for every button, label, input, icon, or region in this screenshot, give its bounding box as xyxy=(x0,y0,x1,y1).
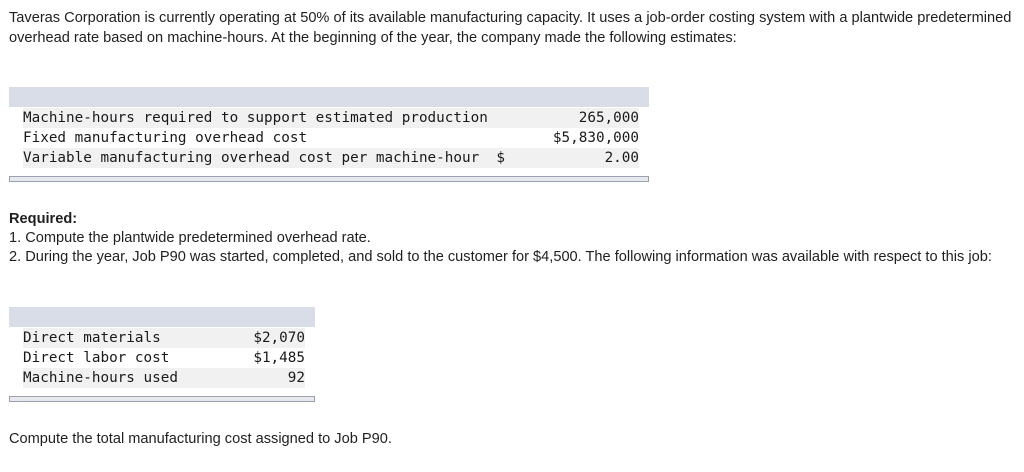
job-label: Direct labor cost xyxy=(23,350,170,366)
final-question: Compute the total manufacturing cost ass… xyxy=(9,431,392,447)
table-row: Machine-hours required to support estima… xyxy=(23,108,639,128)
job-value: 92 xyxy=(223,368,305,388)
estimate-value: 2.00 xyxy=(539,148,639,168)
table-row: Direct labor cost $1,485 xyxy=(23,348,305,368)
estimate-value: 265,000 xyxy=(539,108,639,128)
job-table-container: Direct materials $2,070 Direct labor cos… xyxy=(9,307,315,405)
currency-symbol: $ xyxy=(496,150,506,166)
job-value: $2,070 xyxy=(223,328,305,348)
job-value: $1,485 xyxy=(253,350,305,366)
required-heading: Required: xyxy=(9,211,78,227)
job-table: Direct materials $2,070 Direct labor cos… xyxy=(23,328,305,388)
job-label: Machine-hours used xyxy=(23,368,223,388)
estimates-table-footer-bar xyxy=(9,176,649,182)
estimate-label: Variable manufacturing overhead cost per… xyxy=(23,148,539,168)
estimate-label: Machine-hours required to support estima… xyxy=(23,108,539,128)
estimate-label: Fixed manufacturing overhead cost xyxy=(23,130,308,146)
estimate-label-text: Variable manufacturing overhead cost per… xyxy=(23,150,480,166)
estimates-table: Machine-hours required to support estima… xyxy=(23,108,639,168)
table-row: Variable manufacturing overhead cost per… xyxy=(23,148,639,168)
job-table-footer-bar xyxy=(9,396,315,402)
table-row: Direct materials $2,070 xyxy=(23,328,305,348)
table-row: Fixed manufacturing overhead cost $5,830… xyxy=(23,128,639,148)
estimate-value: $5,830,000 xyxy=(552,130,639,146)
requirement-2: 2. During the year, Job P90 was started,… xyxy=(9,249,992,265)
job-table-header-bar xyxy=(9,307,315,327)
requirement-1: 1. Compute the plantwide predetermined o… xyxy=(9,230,371,246)
intro-paragraph: Taveras Corporation is currently operati… xyxy=(9,10,1012,46)
estimates-table-header-bar xyxy=(9,87,649,107)
job-label: Direct materials xyxy=(23,328,223,348)
estimates-table-container: Machine-hours required to support estima… xyxy=(9,87,649,185)
table-row: Machine-hours used 92 xyxy=(23,368,305,388)
